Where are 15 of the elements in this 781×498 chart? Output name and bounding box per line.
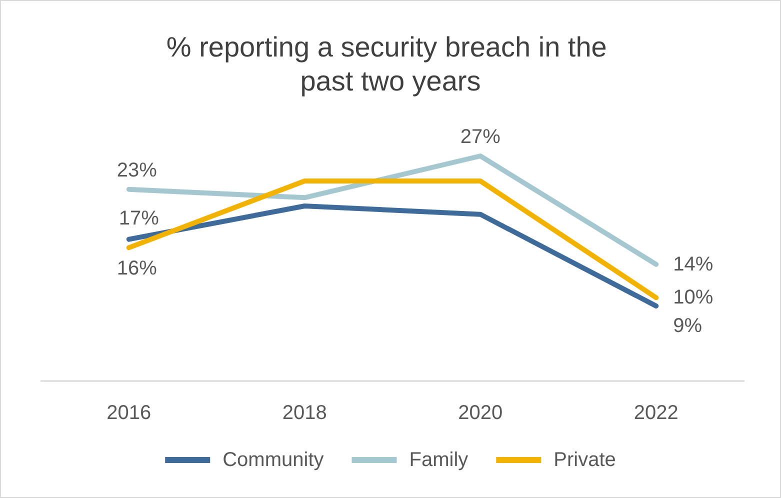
data-label: 23% [116, 159, 158, 182]
legend-label: Community [222, 449, 324, 471]
data-label: 27% [460, 126, 501, 148]
x-tick-label: 2022 [634, 402, 678, 424]
legend-label: Family [409, 449, 468, 471]
data-label: 17% [118, 207, 160, 230]
x-tick-label: 2018 [282, 402, 327, 424]
x-tick-label: 2016 [106, 402, 152, 424]
legend-label: Private [554, 449, 616, 471]
data-label: 10% [673, 286, 714, 309]
chart-title: % reporting a security breach in the past two years [166, 32, 615, 96]
data-label: 14% [673, 253, 714, 276]
x-tick-label: 2020 [458, 402, 503, 424]
data-label: 16% [116, 258, 158, 280]
data-label: 9% [673, 315, 702, 337]
